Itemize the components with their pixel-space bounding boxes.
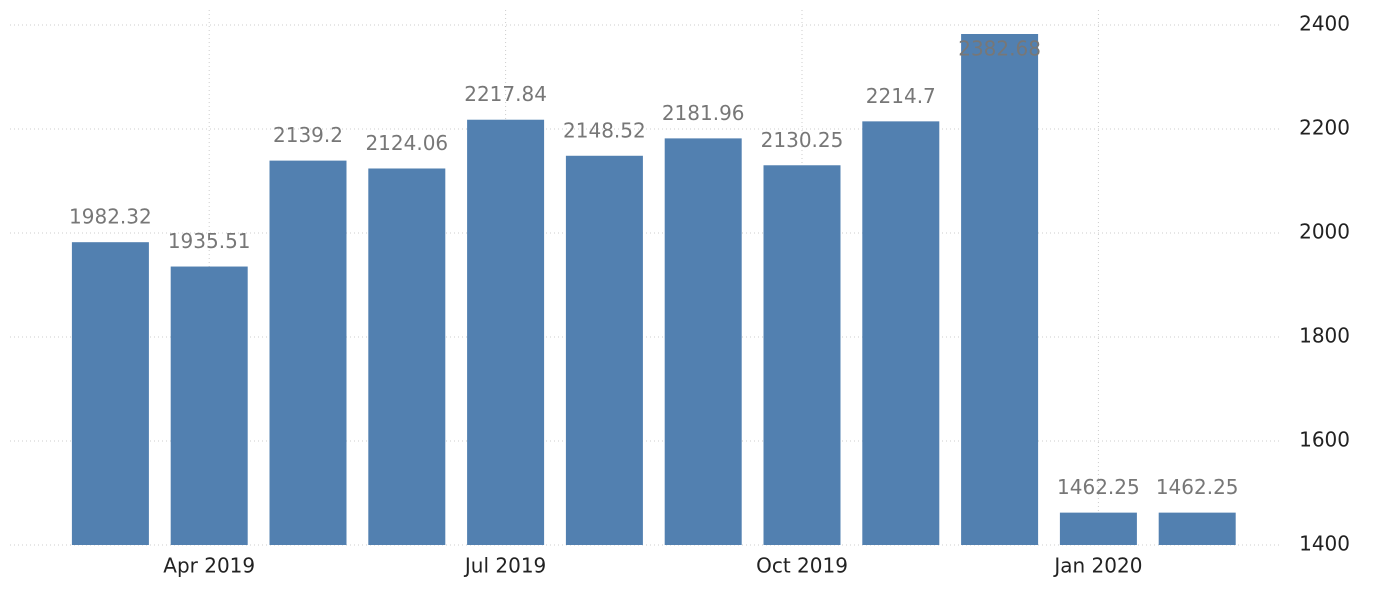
y-tick-label: 2000 — [1299, 220, 1350, 244]
x-tick-label: Jan 2020 — [1052, 554, 1142, 578]
x-tick-label: Apr 2019 — [163, 554, 255, 578]
bar — [1059, 512, 1137, 545]
y-tick-label: 2200 — [1299, 116, 1350, 140]
bar — [664, 138, 742, 545]
y-tick-label: 1800 — [1299, 324, 1350, 348]
bar — [862, 121, 940, 545]
bar — [71, 242, 149, 545]
y-tick-label: 2400 — [1299, 12, 1350, 36]
bar — [1158, 512, 1236, 545]
bar — [467, 119, 545, 545]
x-tick-label: Oct 2019 — [756, 554, 848, 578]
value-label: 1935.51 — [168, 229, 251, 253]
value-label: 1462.25 — [1057, 475, 1140, 499]
bar — [961, 34, 1039, 545]
y-tick-label: 1600 — [1299, 428, 1350, 452]
bar — [170, 266, 248, 545]
value-label: 2139.2 — [273, 123, 343, 147]
value-label: 2214.7 — [866, 84, 936, 108]
value-label: 2181.96 — [662, 101, 745, 125]
value-label: 2217.84 — [464, 82, 547, 106]
value-label: 2124.06 — [365, 131, 448, 155]
value-label: 2130.25 — [761, 128, 844, 152]
bar — [565, 155, 643, 546]
value-label: 2382.68 — [958, 37, 1041, 61]
y-tick-label: 1400 — [1299, 532, 1350, 556]
bar — [368, 168, 446, 545]
value-label: 2148.52 — [563, 118, 646, 142]
x-tick-label: Jul 2019 — [463, 554, 546, 578]
value-label: 1462.25 — [1156, 475, 1239, 499]
value-label: 1982.32 — [69, 205, 152, 229]
bar — [763, 165, 841, 545]
bar — [269, 160, 347, 545]
